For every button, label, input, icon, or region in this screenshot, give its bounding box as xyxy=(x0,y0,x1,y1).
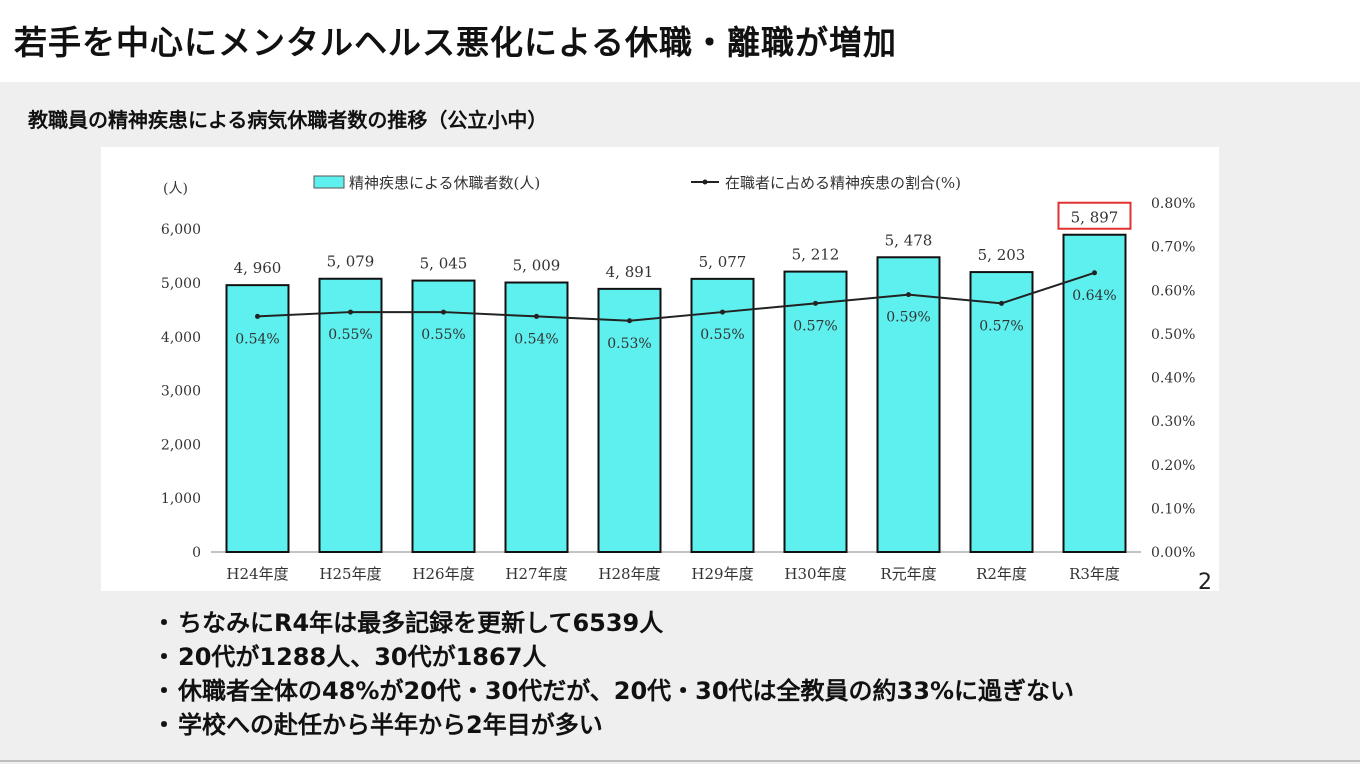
y-right-tick-label: 0.20% xyxy=(1151,458,1195,474)
bullet-marker: ・ xyxy=(152,711,176,739)
bullet-item: ・学校への赴任から半年から2年目が多い xyxy=(152,708,1074,742)
bar-value-label: 5, 897 xyxy=(1071,209,1119,227)
bullet-marker: ・ xyxy=(152,609,176,637)
y-left-tick-label: 6,000 xyxy=(161,222,201,238)
y-right-tick-label: 0.10% xyxy=(1151,501,1195,517)
ratio-line xyxy=(257,271,1095,322)
bar xyxy=(969,271,1034,553)
bullet-item: ・ちなみにR4年は最多記録を更新して6539人 xyxy=(152,606,1074,640)
legend-bar-label: 精神疾患による休職者数(人) xyxy=(349,174,540,192)
ratio-value-label: 0.57% xyxy=(793,318,837,334)
bullet-text: ちなみにR4年は最多記録を更新して6539人 xyxy=(178,609,664,637)
y-left-tick-label: 0 xyxy=(192,545,201,561)
ratio-point xyxy=(999,300,1004,306)
ratio-point xyxy=(441,309,446,315)
y-right-tick-label: 0.60% xyxy=(1151,283,1195,299)
x-tick-label: H29年度 xyxy=(691,565,753,583)
bar-value-label: 5, 009 xyxy=(513,257,561,275)
ratio-point xyxy=(1092,270,1097,276)
bar xyxy=(1062,233,1127,554)
footer-divider xyxy=(0,760,1360,762)
bar-value-label: 5, 203 xyxy=(978,246,1026,264)
bar-value-label: 4, 891 xyxy=(606,263,654,281)
ratio-value-label: 0.55% xyxy=(328,327,372,343)
x-tick-label: H24年度 xyxy=(226,565,288,583)
ratio-value-label: 0.64% xyxy=(1072,288,1116,304)
ratio-point xyxy=(348,309,353,315)
ratio-value-label: 0.57% xyxy=(979,318,1023,334)
y-left-tick-label: 2,000 xyxy=(161,437,201,453)
title-bar: 若手を中心にメンタルヘルス悪化による休職・離職が増加 xyxy=(0,0,1360,82)
bar-value-label: 4, 960 xyxy=(234,259,282,277)
bar xyxy=(225,284,290,553)
chart-panel: 0 1,000 2,000 3,000 4,000 5,000 6,000 (人) 0.00% 0… xyxy=(101,147,1219,591)
ratio-value-label: 0.54% xyxy=(514,331,558,347)
legend-bar-swatch xyxy=(313,175,345,189)
bar xyxy=(411,279,476,553)
x-tick-label: H25年度 xyxy=(319,565,381,583)
bar xyxy=(690,277,755,554)
y-left-tick-label: 3,000 xyxy=(161,384,201,400)
legend-line-marker xyxy=(702,179,708,185)
x-tick-label: H26年度 xyxy=(412,565,474,583)
bar xyxy=(318,277,383,554)
bar xyxy=(876,256,941,553)
bar-value-label: 5, 478 xyxy=(885,231,933,249)
x-tick-label: H28年度 xyxy=(598,565,660,583)
ratio-point xyxy=(720,309,725,315)
y-left-unit-label: (人) xyxy=(163,181,188,197)
ratio-point xyxy=(813,300,818,306)
y-left-tick-label: 4,000 xyxy=(161,330,201,346)
ratio-point xyxy=(255,313,260,319)
chart-subtitle: 教職員の精神疾患による病気休職者数の推移（公立小中） xyxy=(28,108,548,132)
bar xyxy=(597,287,662,553)
bullet-marker: ・ xyxy=(152,677,176,705)
ratio-value-label: 0.54% xyxy=(235,331,279,347)
bullet-marker: ・ xyxy=(152,643,176,671)
bullet-list: ・ちなみにR4年は最多記録を更新して6539人 ・20代が1288人、30代が1… xyxy=(152,606,1074,742)
y-left-tick-label: 1,000 xyxy=(161,491,201,507)
x-tick-label: R2年度 xyxy=(976,565,1027,583)
ratio-point xyxy=(627,318,632,324)
ratio-point xyxy=(906,292,911,298)
x-tick-label: R3年度 xyxy=(1069,565,1120,583)
bar-value-label: 5, 077 xyxy=(699,253,747,271)
ratio-value-label: 0.59% xyxy=(886,310,930,326)
ratio-value-label: 0.55% xyxy=(421,327,465,343)
legend-line-label: 在職者に占める精神疾患の割合(%) xyxy=(725,174,961,192)
slide-title: 若手を中心にメンタルヘルス悪化による休職・離職が増加 xyxy=(14,23,898,62)
page-number: 2 xyxy=(1198,570,1212,595)
ratio-value-label: 0.53% xyxy=(607,336,651,352)
bar-value-label: 5, 079 xyxy=(327,253,375,271)
bullet-text: 休職者全体の48%が20代・30代だが、20代・30代は全教員の約33%に過ぎな… xyxy=(178,677,1075,705)
y-left-tick-label: 5,000 xyxy=(161,276,201,292)
x-tick-label: H27年度 xyxy=(505,565,567,583)
y-right-tick-label: 0.50% xyxy=(1151,327,1195,343)
ratio-value-label: 0.55% xyxy=(700,327,744,343)
bullet-item: ・休職者全体の48%が20代・30代だが、20代・30代は全教員の約33%に過ぎ… xyxy=(152,674,1074,708)
bullet-text: 20代が1288人、30代が1867人 xyxy=(178,643,547,671)
bar xyxy=(504,281,569,553)
y-right-tick-label: 0.80% xyxy=(1151,196,1195,212)
chart-svg: 0 1,000 2,000 3,000 4,000 5,000 6,000 (人) 0.00% 0… xyxy=(161,174,1196,583)
y-right-tick-label: 0.70% xyxy=(1151,240,1195,256)
highlight-box xyxy=(1057,201,1132,230)
bullet-item: ・20代が1288人、30代が1867人 xyxy=(152,640,1074,674)
y-right-tick-label: 0.00% xyxy=(1151,545,1195,561)
bar xyxy=(783,270,848,554)
bullet-text: 学校への赴任から半年から2年目が多い xyxy=(178,711,603,739)
y-right-tick-label: 0.30% xyxy=(1151,414,1195,430)
ratio-point xyxy=(534,313,539,319)
x-tick-label: R元年度 xyxy=(880,565,936,583)
y-right-tick-label: 0.40% xyxy=(1151,371,1195,387)
bar-value-label: 5, 045 xyxy=(420,255,468,273)
x-tick-label: H30年度 xyxy=(784,565,846,583)
bar-value-label: 5, 212 xyxy=(792,246,840,264)
